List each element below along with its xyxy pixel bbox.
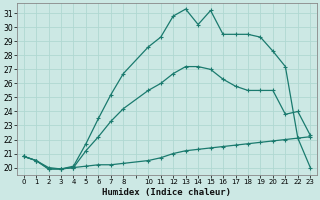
X-axis label: Humidex (Indice chaleur): Humidex (Indice chaleur) bbox=[102, 188, 231, 197]
